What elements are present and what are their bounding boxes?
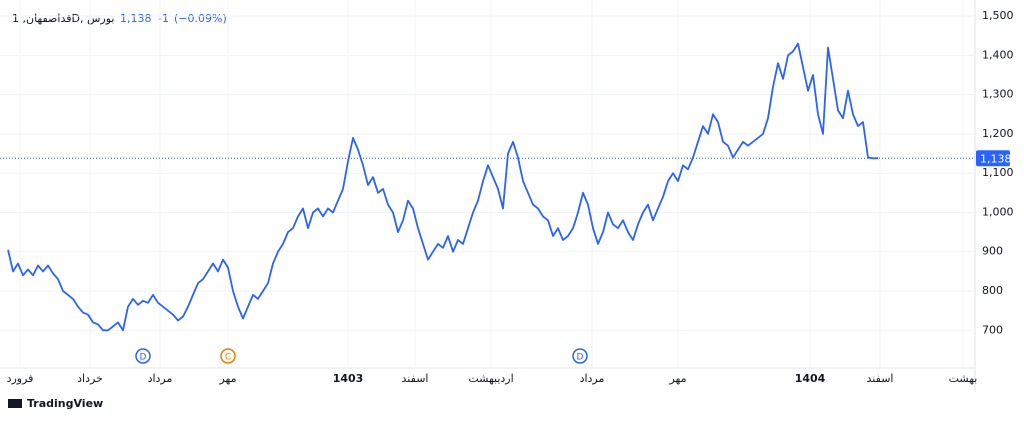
x-tick-label: مرداد: [580, 372, 605, 385]
x-tick-label: مهر: [668, 372, 686, 385]
y-tick-label: 1,300: [982, 88, 1014, 101]
x-tick-label: اسفند: [867, 372, 894, 385]
x-tick-label: اردیبهشت: [468, 372, 513, 385]
chart-title: قداصفهان, 1D, بورس: [12, 12, 114, 25]
footer-brand: TradingView: [27, 397, 103, 410]
y-tick-label: 1,400: [982, 48, 1014, 61]
y-tick-label: 700: [982, 323, 1003, 336]
event-label: D: [577, 353, 584, 363]
y-tick-label: 1,200: [982, 127, 1014, 140]
event-marker: [572, 348, 588, 364]
x-tick-label: مهر: [218, 372, 236, 385]
x-tick-label: فرورد: [7, 372, 34, 385]
y-tick-label: 1,100: [982, 166, 1014, 179]
event-marker: [135, 348, 151, 364]
price-line: [7, 42, 878, 332]
event-marker: [220, 348, 236, 364]
y-tick-label: 800: [982, 284, 1003, 297]
y-tick-label: 900: [982, 245, 1003, 258]
change: -1: [158, 12, 169, 25]
last-price-label: 1,138: [980, 152, 1012, 165]
logo: [8, 399, 22, 408]
logo-icon: [8, 399, 22, 408]
x-tick-label: بهشت: [949, 372, 978, 385]
x-tick-label: مرداد: [148, 372, 173, 385]
x-tick-label: 1403: [333, 372, 364, 385]
x-tick-label: خرداد: [77, 372, 103, 385]
x-tick-label: اسفند: [402, 372, 429, 385]
event-label: D: [140, 353, 147, 363]
event-label: C: [225, 353, 231, 363]
last-value: 1,138: [120, 12, 152, 25]
x-tick-label: 1404: [795, 372, 826, 385]
y-tick-label: 1,500: [982, 9, 1014, 22]
y-tick-label: 1,000: [982, 205, 1014, 218]
last-price-box: [976, 150, 1010, 167]
change-percent: (−0.09%): [174, 12, 227, 25]
